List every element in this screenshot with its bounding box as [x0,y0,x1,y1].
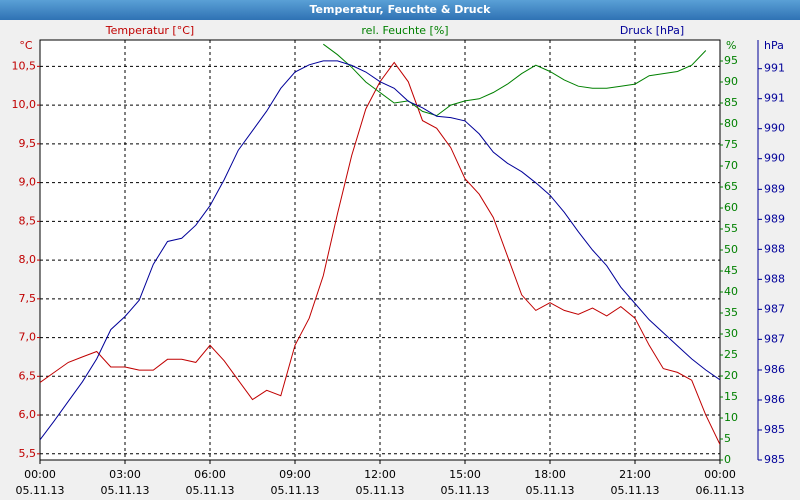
y3-tick-label: 989 [764,212,785,225]
chart-title: Temperatur, Feuchte & Druck [310,3,492,16]
y2-tick-label: 45 [724,264,738,277]
y-tick-label: 8,5 [19,214,37,227]
y2-tick-label: 50 [724,243,738,256]
x-tick-label: 06:00 05.11.13 [186,468,235,497]
y3-tick-label: 991 [764,62,785,75]
y2-tick-label: 20 [724,369,738,382]
series-line [40,60,720,441]
y3-axis-unit: hPa [764,39,784,52]
y2-tick-label: 60 [724,201,738,214]
title-bar [0,0,800,20]
x-tick-label: 09:00 05.11.13 [271,468,320,497]
y3-tick-label: 988 [764,242,785,255]
y2-tick-label: 95 [724,54,738,67]
y2-tick-label: 65 [724,180,738,193]
y-tick-label: 10,0 [12,98,37,111]
y-tick-label: 7,0 [19,331,37,344]
y-tick-label: 8,0 [19,253,37,266]
x-tick-label: 12:00 05.11.13 [356,468,405,497]
y2-tick-label: 85 [724,96,738,109]
x-tick-label: 15:00 05.11.13 [441,468,490,497]
y3-tick-label: 985 [764,453,785,466]
y-tick-label: 10,5 [12,59,37,72]
y3-tick-label: 986 [764,393,785,406]
y3-tick-label: 988 [764,272,785,285]
x-tick-label: 00:00 06.11.13 [696,468,745,497]
y-axis-unit: °C [19,39,33,52]
x-tick-label: 21:00 05.11.13 [611,468,660,497]
y2-tick-label: 0 [724,453,731,466]
y2-tick-label: 90 [724,75,738,88]
y2-tick-label: 10 [724,411,738,424]
series-label: Temperatur [°C] [105,24,194,37]
y2-tick-label: 55 [724,222,738,235]
y3-tick-label: 990 [764,152,785,165]
y3-tick-label: 987 [764,332,785,345]
x-tick-label: 18:00 05.11.13 [526,468,575,497]
series-line [323,43,707,117]
y3-tick-label: 990 [764,122,785,135]
y2-tick-label: 25 [724,348,738,361]
y2-tick-label: 75 [724,138,738,151]
series-label: rel. Feuchte [%] [361,24,448,37]
y-tick-label: 6,5 [19,369,37,382]
y2-tick-label: 70 [724,159,738,172]
y-tick-label: 7,5 [19,292,37,305]
y2-tick-label: 15 [724,390,738,403]
y-tick-label: 5,5 [19,447,37,460]
y2-tick-label: 35 [724,306,738,319]
x-tick-label: 00:00 05.11.13 [16,468,65,497]
y-tick-label: 9,0 [19,176,37,189]
y3-tick-label: 991 [764,92,785,105]
series-label: Druck [hPa] [620,24,684,37]
y2-axis-unit: % [726,39,736,52]
y2-tick-label: 80 [724,117,738,130]
y3-tick-label: 989 [764,182,785,195]
y-tick-label: 6,0 [19,408,37,421]
y2-tick-label: 5 [724,432,731,445]
y3-tick-label: 986 [764,363,785,376]
plot-series [40,43,720,445]
y2-tick-label: 30 [724,327,738,340]
y-tick-label: 9,5 [19,137,37,150]
x-tick-label: 03:00 05.11.13 [101,468,150,497]
y3-tick-label: 985 [764,423,785,436]
y3-tick-label: 987 [764,302,785,315]
y2-tick-label: 40 [724,285,738,298]
